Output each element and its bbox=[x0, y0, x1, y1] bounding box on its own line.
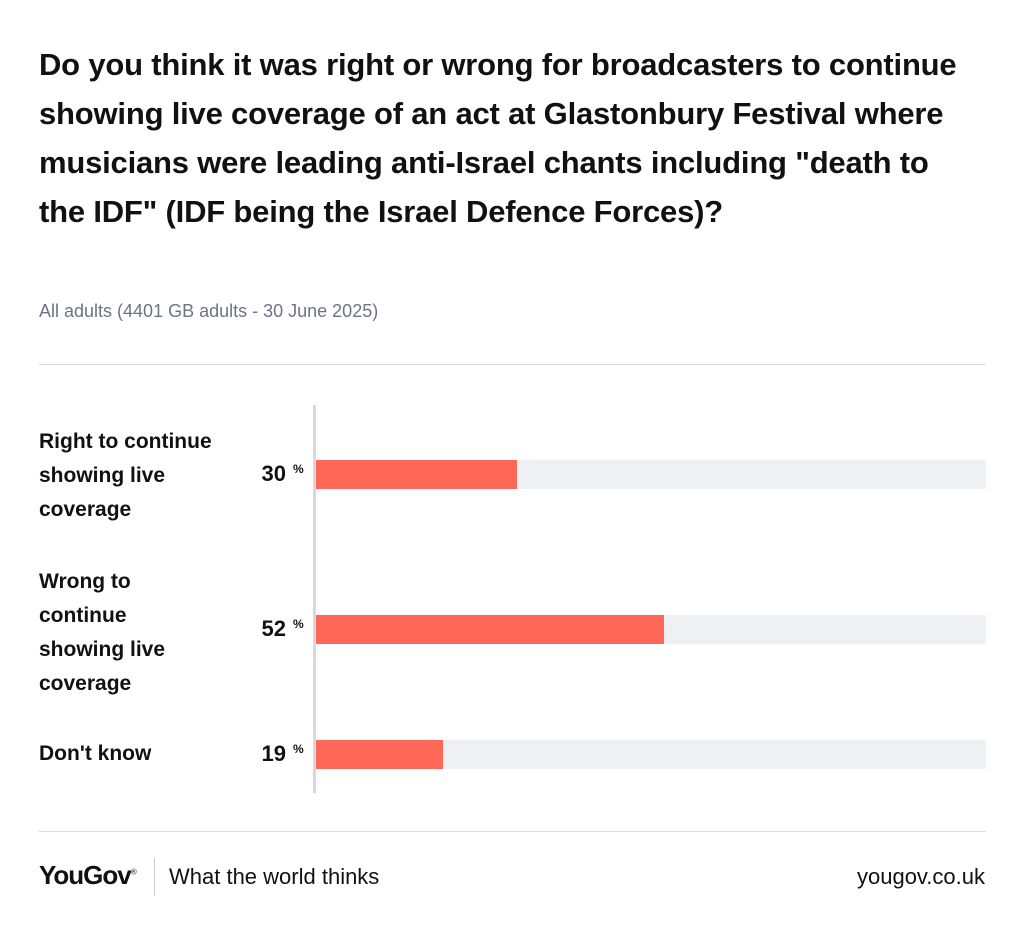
footer-divider bbox=[154, 858, 155, 896]
bottom-divider bbox=[39, 831, 986, 832]
value-unit: % bbox=[293, 742, 304, 756]
category-label-line: Don't know bbox=[39, 742, 152, 765]
chart-subtitle: All adults (4401 GB adults - 30 June 202… bbox=[39, 301, 379, 321]
bar bbox=[316, 615, 664, 644]
bar bbox=[316, 460, 517, 489]
category-label-line: Right to continue bbox=[39, 430, 212, 453]
bar-track bbox=[316, 460, 986, 489]
value-label: 30 bbox=[261, 461, 286, 486]
chart-axis-line bbox=[313, 405, 316, 793]
category-label: Don't know bbox=[39, 737, 239, 771]
category-label-line: coverage bbox=[39, 498, 132, 521]
value-unit: % bbox=[293, 462, 304, 476]
bar bbox=[316, 740, 443, 769]
category-label-line: Wrong to bbox=[39, 570, 131, 593]
category-label-line: coverage bbox=[39, 672, 132, 695]
footer-url[interactable]: yougov.co.uk bbox=[856, 864, 985, 889]
bar-track bbox=[316, 740, 986, 769]
category-label: Wrong to continue showing live coverage bbox=[39, 565, 239, 701]
top-divider bbox=[39, 364, 986, 365]
category-label: Right to continue showing live coverage bbox=[39, 425, 239, 527]
category-label-line: showing live bbox=[39, 638, 166, 661]
value-unit: % bbox=[293, 617, 304, 631]
bar-track bbox=[316, 615, 986, 644]
yougov-logo: YouGov® bbox=[39, 860, 137, 890]
value-label: 52 bbox=[261, 616, 286, 641]
value-label: 19 bbox=[261, 741, 286, 766]
category-label-line: continue bbox=[39, 604, 127, 627]
footer-tagline: What the world thinks bbox=[169, 864, 380, 889]
category-label-line: showing live bbox=[39, 464, 166, 487]
chart-title: Do you think it was right or wrong for b… bbox=[39, 47, 957, 229]
